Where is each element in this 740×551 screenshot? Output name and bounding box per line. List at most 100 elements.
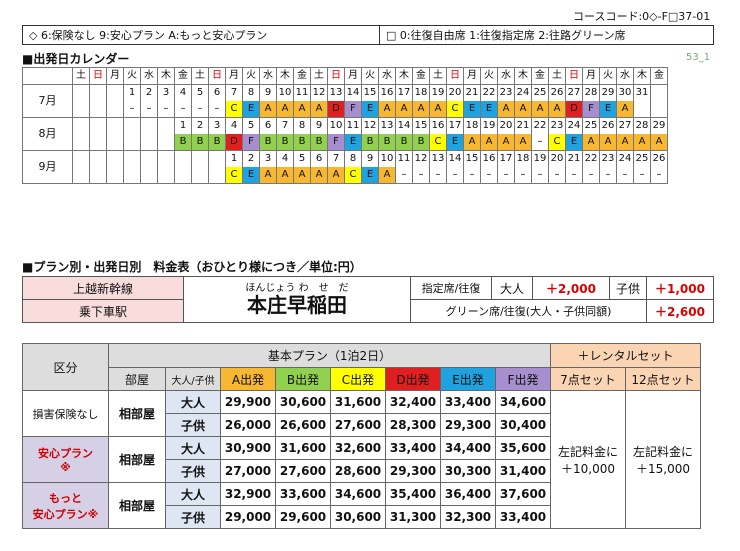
calendar-day: 26 xyxy=(548,84,566,101)
calendar-day: 1 xyxy=(123,84,141,101)
price-cell: 30,300 xyxy=(440,459,496,483)
calendar-code: – xyxy=(208,101,226,118)
weekday-header: 金 xyxy=(412,67,430,85)
price-cell: 31,600 xyxy=(275,436,331,460)
price-cell: 32,600 xyxy=(330,436,386,460)
calendar-code xyxy=(123,167,141,184)
weekday-header: 月 xyxy=(106,67,124,85)
price-cell: 29,600 xyxy=(275,505,331,529)
calendar-day: 19 xyxy=(480,117,498,134)
calendar-code xyxy=(174,167,192,184)
calendar-day: 26 xyxy=(650,150,668,167)
calendar-code: – xyxy=(497,167,515,184)
version-label: 53_1 xyxy=(686,52,711,63)
reserved-child-label: 子供 xyxy=(609,276,647,300)
calendar-code: A xyxy=(378,167,396,184)
month-label: 8月 xyxy=(22,117,73,151)
plan-name: もっと 安心プラン※ xyxy=(22,482,109,529)
price-cell: 32,300 xyxy=(440,505,496,529)
price-cell: 30,600 xyxy=(275,390,331,414)
calendar-code: – xyxy=(548,167,566,184)
weekday-header: 土 xyxy=(191,67,209,85)
calendar-code: E xyxy=(361,101,379,118)
reserved-label: 指定席/往復 xyxy=(410,276,492,300)
calendar-day: 31 xyxy=(633,84,651,101)
calendar-code: E xyxy=(565,134,583,151)
calendar-day: 28 xyxy=(582,84,600,101)
calendar-day: 9 xyxy=(310,117,328,134)
weekday-header: 火 xyxy=(599,67,617,85)
calendar-code: B xyxy=(276,134,294,151)
calendar-day: 17 xyxy=(395,84,413,101)
weekday-header: 日 xyxy=(89,67,107,85)
price-cell: 26,000 xyxy=(220,413,276,437)
calendar-day: 11 xyxy=(293,84,311,101)
age-label: 子供 xyxy=(165,413,221,437)
calendar-code: B xyxy=(208,134,226,151)
price-cell: 29,300 xyxy=(440,413,496,437)
calendar-day: 15 xyxy=(412,117,430,134)
weekday-header: 火 xyxy=(480,67,498,85)
calendar-code: A xyxy=(276,167,294,184)
price-cell: 26,600 xyxy=(275,413,331,437)
calendar-day: 11 xyxy=(344,117,362,134)
calendar-code: B xyxy=(395,134,413,151)
calendar-code: D xyxy=(225,134,243,151)
calendar-day: 7 xyxy=(327,150,345,167)
reserved-adult-label: 大人 xyxy=(491,276,533,300)
calendar-day: 1 xyxy=(225,150,243,167)
price-cell: 32,400 xyxy=(385,390,441,414)
calendar-code: C xyxy=(225,101,243,118)
calendar-code: E xyxy=(446,134,464,151)
calendar-code: B xyxy=(174,134,192,151)
price-cell: 33,400 xyxy=(495,505,551,529)
calendar-code: F xyxy=(242,134,260,151)
calendar-corner xyxy=(22,67,73,85)
calendar-code xyxy=(633,101,651,118)
calendar-code: F xyxy=(327,134,345,151)
calendar-code: E xyxy=(599,101,617,118)
calendar-code: – xyxy=(446,167,464,184)
basic-plan-header: 基本プラン（1泊2日） xyxy=(108,343,551,368)
calendar-day: 13 xyxy=(378,117,396,134)
calendar-day: 7 xyxy=(225,84,243,101)
line-name: 上越新幹線 xyxy=(22,276,184,300)
calendar-code: E xyxy=(480,101,498,118)
price-cell: 37,600 xyxy=(495,482,551,506)
calendar-day xyxy=(123,150,141,167)
calendar-code: C xyxy=(548,134,566,151)
month-label: 7月 xyxy=(22,84,73,118)
calendar-code: B xyxy=(361,134,379,151)
route-block: 上越新幹線 乗下車駅 ほんじょう わ せ だ 本庄早稲田 指定席/往復 大人 ＋… xyxy=(22,276,714,323)
calendar-code: A xyxy=(327,167,345,184)
calendar-code: – xyxy=(633,167,651,184)
price-cell: 30,900 xyxy=(220,436,276,460)
calendar-code: B xyxy=(191,134,209,151)
room-type: 相部屋 xyxy=(108,436,166,483)
weekday-header: 木 xyxy=(633,67,651,85)
calendar-day: 21 xyxy=(463,84,481,101)
weekday-header: 水 xyxy=(259,67,277,85)
price-cell: 28,300 xyxy=(385,413,441,437)
calendar-code: A xyxy=(497,101,515,118)
station-reading: ほんじょう わ せ だ xyxy=(245,283,349,294)
price-cell: 29,000 xyxy=(220,505,276,529)
calendar-day: 19 xyxy=(531,150,549,167)
weekday-header: 金 xyxy=(531,67,549,85)
station-box: ほんじょう わ せ だ 本庄早稲田 xyxy=(183,276,411,323)
calendar-day: 20 xyxy=(446,84,464,101)
calendar-day: 11 xyxy=(395,150,413,167)
calendar-code: A xyxy=(599,134,617,151)
calendar-code: A xyxy=(650,134,668,151)
weekday-header: 土 xyxy=(72,67,90,85)
calendar-day: 4 xyxy=(225,117,243,134)
weekday-header: 火 xyxy=(242,67,260,85)
calendar-day: 20 xyxy=(548,150,566,167)
weekday-header: 土 xyxy=(429,67,447,85)
calendar-day: 27 xyxy=(616,117,634,134)
calendar-day: 28 xyxy=(633,117,651,134)
calendar-code xyxy=(89,134,107,151)
calendar-day: 29 xyxy=(599,84,617,101)
price-cell: 30,600 xyxy=(330,505,386,529)
age-label: 子供 xyxy=(165,505,221,529)
